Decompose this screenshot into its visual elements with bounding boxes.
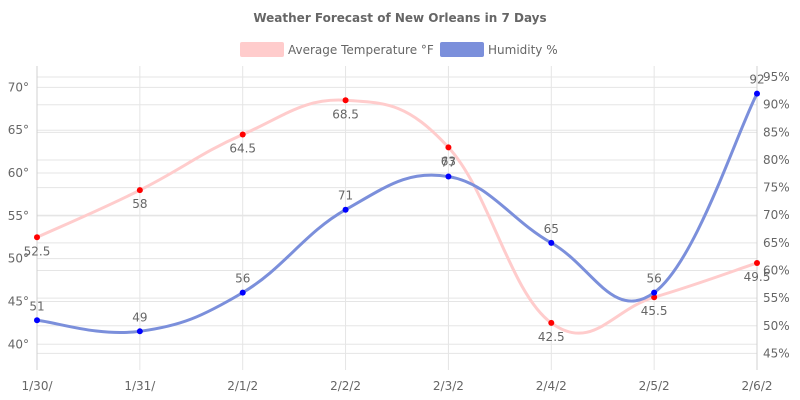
y-right-tick-label: 95% — [763, 70, 790, 84]
legend-swatch-humidity — [440, 42, 484, 57]
y-left-tick-label: 40° — [8, 337, 29, 351]
humidity-data-label: 92 — [749, 73, 764, 87]
temperature-data-label: 68.5 — [332, 107, 359, 121]
temperature-point[interactable] — [342, 97, 349, 104]
y-right-tick-label: 55% — [763, 291, 790, 305]
y-left-tick-label: 45° — [8, 294, 29, 308]
temperature-data-label: 49.5 — [744, 270, 771, 284]
temperature-data-label: 58 — [132, 197, 147, 211]
data-labels: 52.5 58 64.5 68.5 63 42.5 45.5 49.5 51 49 56 71 77 65… — [24, 73, 771, 344]
x-tick-label: 2/6/2 — [742, 379, 773, 393]
humidity-line — [35, 92, 759, 335]
humidity-point[interactable] — [342, 206, 349, 213]
temperature-point[interactable] — [136, 187, 143, 194]
temperature-data-label: 64.5 — [229, 142, 256, 156]
y-left-tick-label: 55° — [8, 209, 29, 223]
humidity-point[interactable] — [548, 239, 555, 246]
temperature-point[interactable] — [34, 234, 40, 241]
y-right-tick-label: 50% — [763, 319, 790, 333]
humidity-point[interactable] — [239, 289, 246, 296]
humidity-data-label: 71 — [338, 189, 353, 203]
temperature-point[interactable] — [445, 144, 452, 151]
temperature-data-label: 42.5 — [538, 330, 565, 344]
temperature-data-label: 63 — [441, 154, 456, 168]
humidity-point[interactable] — [34, 317, 40, 324]
humidity-data-label: 51 — [29, 299, 44, 313]
humidity-point[interactable] — [651, 289, 658, 296]
temperature-data-label: 52.5 — [24, 244, 51, 258]
temperature-point[interactable] — [548, 319, 555, 326]
y-right-tick-label: 45% — [763, 346, 790, 360]
legend: Average Temperature °F Humidity % — [240, 42, 558, 57]
y-right-tick-label: 75% — [763, 181, 790, 195]
y-right-tick-label: 70% — [763, 208, 790, 222]
y-right-tick-label: 60% — [763, 264, 790, 278]
humidity-point[interactable] — [445, 173, 452, 180]
y-right-tick-label: 65% — [763, 236, 790, 250]
temperature-point[interactable] — [651, 294, 658, 301]
series — [34, 90, 760, 335]
x-tick-label: 2/1/2 — [227, 379, 258, 393]
y-left-tick-label: 65° — [8, 123, 29, 137]
legend-label-humidity: Humidity % — [488, 43, 558, 57]
y-left-tick-label: 60° — [8, 166, 29, 180]
x-tick-label: 1/30/ — [22, 379, 54, 393]
temperature-point[interactable] — [754, 259, 760, 266]
x-tick-label: 2/4/2 — [536, 379, 567, 393]
y-left-tick-label: 50° — [8, 252, 29, 266]
humidity-point[interactable] — [136, 328, 143, 335]
grid — [36, 66, 758, 370]
y-right-tick-label: 90% — [763, 98, 790, 112]
temperature-point[interactable] — [239, 131, 246, 138]
y-right-tick-label: 80% — [763, 153, 790, 167]
x-tick-label: 2/2/2 — [330, 379, 361, 393]
temperature-data-label: 45.5 — [641, 304, 668, 318]
humidity-data-label: 56 — [647, 272, 662, 286]
y-right-tick-label: 85% — [763, 125, 790, 139]
humidity-data-label: 65 — [544, 222, 559, 236]
x-tick-label: 2/3/2 — [433, 379, 464, 393]
humidity-data-label: 49 — [132, 310, 147, 324]
legend-swatch-temperature — [240, 42, 284, 57]
temperature-line — [35, 98, 759, 335]
y-left-tick-label: 70° — [8, 80, 29, 94]
legend-label-temperature: Average Temperature °F — [288, 43, 434, 57]
x-tick-label: 1/31/ — [124, 379, 156, 393]
humidity-data-label: 77 — [441, 156, 456, 170]
humidity-data-label: 56 — [235, 272, 250, 286]
x-tick-label: 2/5/2 — [639, 379, 670, 393]
humidity-point[interactable] — [754, 90, 760, 97]
chart-title: Weather Forecast of New Orleans in 7 Day… — [253, 11, 546, 25]
